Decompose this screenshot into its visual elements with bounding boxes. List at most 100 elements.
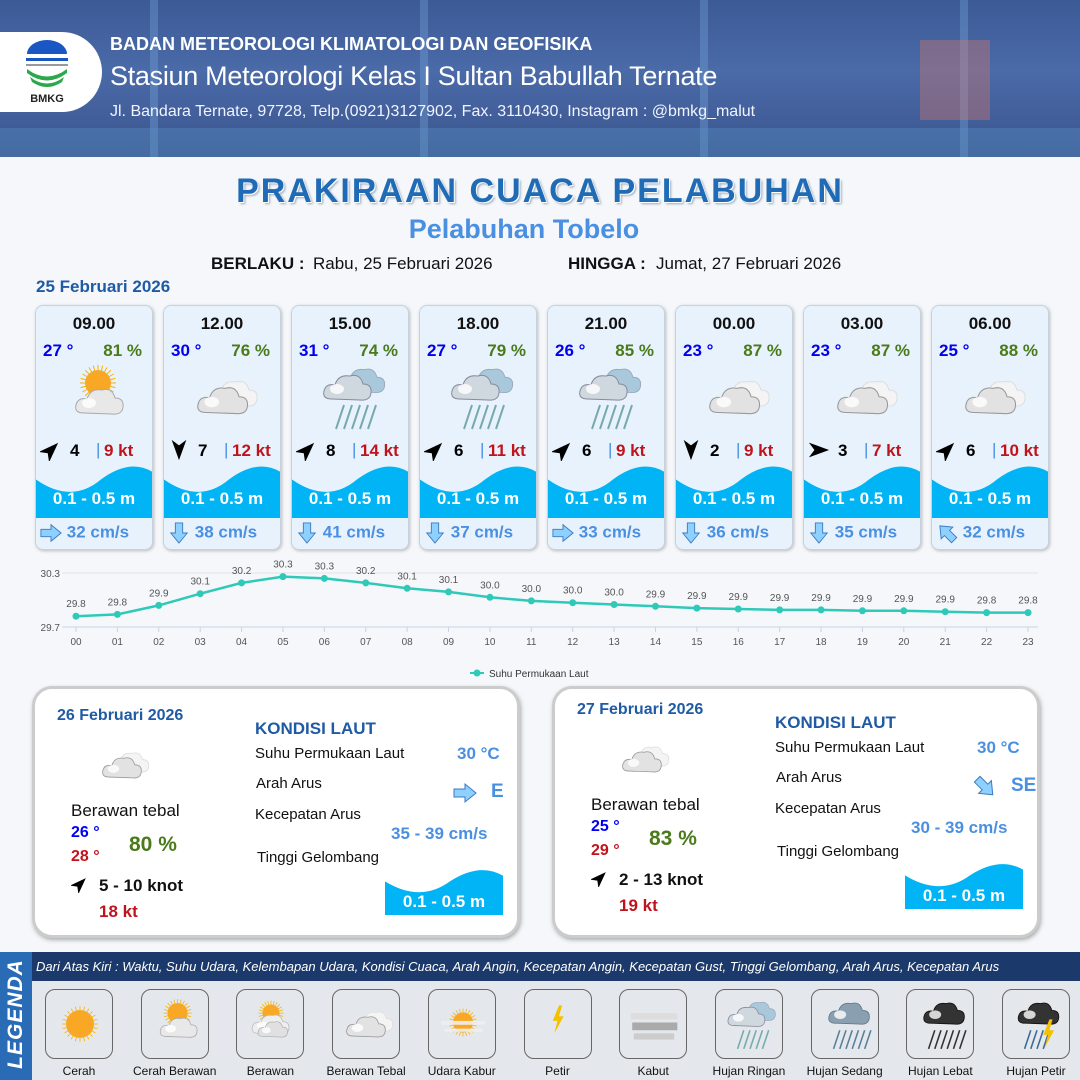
legend-label: Hujan Ringan bbox=[712, 1064, 786, 1078]
current-speed-range: 35 - 39 cm/s bbox=[391, 824, 488, 843]
panel-date: 27 Februari 2026 bbox=[577, 701, 704, 718]
wind-direction-arrow-icon bbox=[808, 439, 830, 461]
x-tick-label: 12 bbox=[567, 637, 579, 648]
wave-height: 0.1 - 0.5 m bbox=[564, 489, 648, 508]
forecast-time: 09.00 bbox=[72, 314, 116, 333]
current-direction-arrow-icon bbox=[168, 522, 190, 544]
data-point bbox=[817, 606, 825, 614]
current-info: 37 cm/s bbox=[424, 522, 536, 544]
data-point bbox=[858, 607, 866, 615]
x-tick-label: 17 bbox=[774, 637, 786, 648]
sst-chart: 30.3 29.7 00 01 02 03 04 05 06 07 08 09 10 11 12 13 14 15… bbox=[41, 560, 1039, 680]
x-tick-label: 11 bbox=[526, 637, 537, 648]
wave-height: 0.1 - 0.5 m bbox=[692, 489, 776, 508]
wave-height: 0.1 - 0.5 m bbox=[436, 489, 520, 508]
wind-speed: 8 bbox=[326, 441, 336, 460]
wave-shape bbox=[292, 463, 408, 518]
data-label: 29.9 bbox=[894, 594, 914, 605]
valid-to: Jumat, 27 Februari 2026 bbox=[656, 254, 842, 273]
sst-line bbox=[75, 575, 1028, 618]
air-temperature: 30 ° bbox=[171, 341, 202, 360]
cerah-legend-icon bbox=[45, 989, 113, 1059]
logo-text: BMKG bbox=[30, 93, 64, 105]
legend-label: Berawan Tebal bbox=[326, 1064, 406, 1078]
air-temperature: 27 ° bbox=[43, 341, 74, 360]
air-temperature: 26 ° bbox=[555, 341, 586, 360]
data-point bbox=[486, 593, 494, 601]
bmkg-logo: BMKG bbox=[0, 32, 102, 112]
x-tick-label: 01 bbox=[112, 637, 124, 648]
wind-info: 6 | 9 kt bbox=[550, 439, 664, 463]
legend-label: Cerah bbox=[62, 1064, 96, 1078]
forecast-time: 21.00 bbox=[584, 314, 628, 333]
gust-speed: 11 kt bbox=[488, 441, 526, 460]
data-point bbox=[693, 604, 701, 612]
current-direction: E bbox=[491, 781, 504, 802]
humidity: 79 % bbox=[487, 341, 526, 360]
min-temperature: 25 ° bbox=[591, 818, 620, 835]
current-speed-label: Kecepatan Arus bbox=[255, 806, 361, 823]
x-tick-label: 00 bbox=[70, 637, 82, 648]
air-temperature: 25 ° bbox=[939, 341, 970, 360]
hujan-sedang-legend-icon bbox=[810, 989, 879, 1059]
data-label: 30.0 bbox=[522, 584, 542, 595]
forecast-card: 15.00 31 ° 74 % 8 | 14 kt 0.1 - 0.5 m 41 c… bbox=[291, 305, 409, 550]
wind-direction-arrow-icon bbox=[422, 439, 446, 463]
wave-height: 0.1 - 0.5 m bbox=[402, 892, 486, 911]
wind-info: 3 | 7 kt bbox=[808, 439, 920, 461]
x-tick-label: 03 bbox=[195, 637, 207, 648]
gust-speed: 9 kt bbox=[744, 441, 774, 460]
humidity: 87 % bbox=[871, 341, 910, 360]
air-temperature: 23 ° bbox=[683, 341, 714, 360]
wave-height: 0.1 - 0.5 m bbox=[922, 886, 1006, 905]
data-point bbox=[941, 608, 949, 616]
separator: | bbox=[608, 440, 613, 459]
legend-label: Suhu Permukaan Laut bbox=[489, 669, 589, 680]
forecast-time: 12.00 bbox=[200, 314, 244, 333]
data-point bbox=[238, 579, 246, 587]
current-speed: 35 cm/s bbox=[834, 522, 898, 542]
sea-condition-title: KONDISI LAUT bbox=[255, 719, 376, 738]
wave-shape bbox=[548, 463, 664, 518]
separator: | bbox=[352, 440, 357, 459]
forecast-time: 00.00 bbox=[712, 314, 756, 333]
current-direction: SE bbox=[1011, 775, 1037, 796]
berawan-tebal-weather-icon bbox=[611, 731, 675, 787]
x-tick-label: 05 bbox=[277, 637, 289, 648]
x-tick-label: 08 bbox=[402, 637, 414, 648]
data-point bbox=[113, 610, 121, 618]
panel-date: 26 Februari 2026 bbox=[57, 707, 184, 724]
gust-speed: 7 kt bbox=[872, 441, 902, 460]
data-point bbox=[651, 602, 659, 610]
humidity: 85 % bbox=[615, 341, 654, 360]
y-tick-label: 29.7 bbox=[41, 623, 61, 634]
current-direction-arrow-icon bbox=[453, 781, 477, 805]
hujan-ringan-legend-icon bbox=[714, 989, 783, 1059]
data-point bbox=[279, 573, 287, 581]
data-label: 30.0 bbox=[604, 588, 624, 599]
x-tick-label: 22 bbox=[981, 637, 993, 648]
berawan-tebal-legend-icon bbox=[332, 989, 401, 1059]
wind-speed-range: 5 - 10 knot bbox=[99, 876, 184, 895]
wind-direction-arrow-icon bbox=[69, 875, 89, 895]
current-speed: 33 cm/s bbox=[578, 522, 642, 542]
berawan-legend-icon bbox=[236, 989, 305, 1059]
data-label: 29.8 bbox=[66, 599, 86, 610]
current-info: 35 cm/s bbox=[808, 522, 920, 544]
wind-direction-arrow-icon bbox=[934, 439, 958, 463]
current-direction-arrow-icon bbox=[973, 775, 997, 799]
data-point bbox=[734, 605, 742, 613]
berawan-tebal-weather-icon bbox=[956, 361, 1028, 433]
wind-info: 6 | 11 kt bbox=[422, 439, 536, 463]
data-point bbox=[776, 606, 784, 614]
valid-from: Rabu, 25 Februari 2026 bbox=[313, 254, 493, 273]
station-address: Jl. Bandara Ternate, 97728, Telp.(0921)3… bbox=[110, 103, 756, 120]
x-tick-label: 18 bbox=[815, 637, 827, 648]
cerah-berawan-legend-icon bbox=[140, 989, 209, 1059]
separator: | bbox=[480, 440, 485, 459]
wave-shape bbox=[932, 463, 1048, 518]
current-direction-arrow-icon bbox=[424, 522, 446, 544]
wind-speed: 6 bbox=[582, 441, 592, 460]
legend-label: Petir bbox=[545, 1064, 570, 1078]
hujan-ringan-weather-icon bbox=[572, 361, 644, 433]
